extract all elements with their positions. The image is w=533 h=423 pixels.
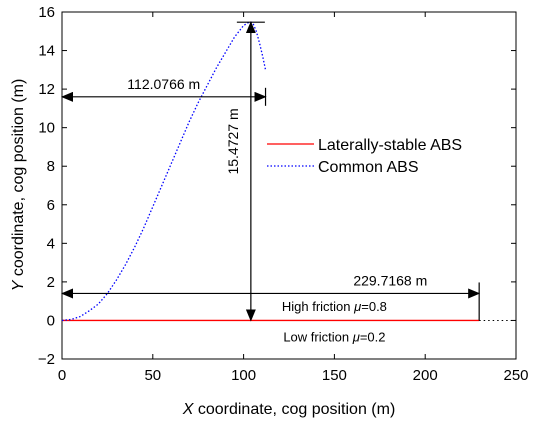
distance-label-common-x: 112.0766 m <box>127 76 200 92</box>
y-axis-title: Y coordinate, cog position (m) <box>10 79 27 292</box>
y-tick-label: 10 <box>38 120 55 137</box>
y-tick-label: 14 <box>38 43 55 60</box>
y-tick-label: 16 <box>38 4 55 21</box>
high-friction-label: High friction μ=0.8 <box>282 299 387 314</box>
y-tick-label: 12 <box>38 81 55 98</box>
x-tick-label: 100 <box>231 367 256 384</box>
x-axis-title: X coordinate, cog position (m) <box>182 401 396 418</box>
low-friction-label: Low friction μ=0.2 <box>283 330 385 345</box>
y-tick-label: 4 <box>47 235 55 252</box>
legend-label-laterally-stable: Laterally-stable ABS <box>318 137 462 154</box>
x-tick-label: 0 <box>58 367 66 384</box>
y-tick-label: 0 <box>47 312 55 329</box>
y-tick-label: 8 <box>47 158 55 175</box>
plot-area <box>61 11 517 360</box>
y-tick-label: −2 <box>38 351 55 368</box>
y-tick-label: 6 <box>47 197 55 214</box>
x-tick-label: 250 <box>503 367 528 384</box>
dimension-annotations <box>61 21 481 322</box>
legend-label-common: Common ABS <box>318 159 418 176</box>
distance-label-stable-x: 229.7168 m <box>353 272 427 288</box>
ticks <box>61 11 517 360</box>
y-tick-label: 2 <box>47 274 55 291</box>
legend: Laterally-stable ABS Common ABS <box>267 137 462 176</box>
x-tick-label: 150 <box>322 367 347 384</box>
x-tick-label: 200 <box>413 367 438 384</box>
x-tick-label: 50 <box>144 367 161 384</box>
distance-label-common-y: 15.4727 m <box>225 108 241 174</box>
